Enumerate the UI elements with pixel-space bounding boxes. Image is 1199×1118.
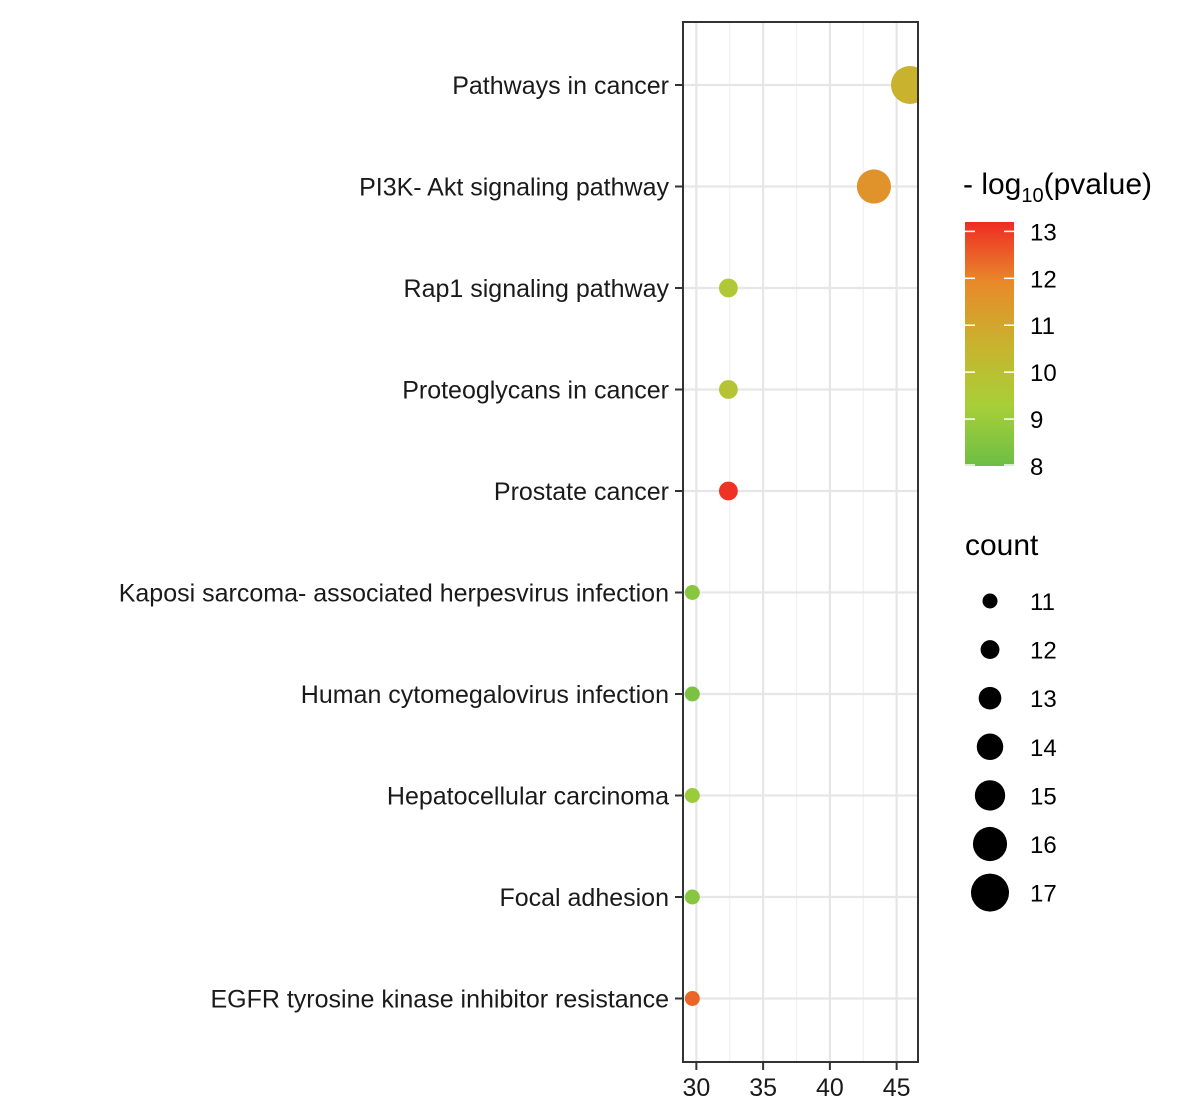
y-tick-label: Kaposi sarcoma- associated herpesvirus i… [119,580,669,608]
y-tick-label: Rap1 signaling pathway [404,275,670,303]
size-legend-label: 12 [1030,638,1057,665]
color-legend-label: 8 [1030,454,1043,481]
size-legend-dot [980,640,1000,660]
size-legend-label: 13 [1030,686,1057,713]
data-point [684,788,700,803]
data-point [684,585,700,600]
size-legend-title: count [965,529,1039,562]
color-legend: - log10(pvalue) 8 9 10 11 12 13 [963,168,1152,481]
size-legend-label: 14 [1030,735,1057,762]
data-point [718,481,738,501]
y-tick-label: Hepatocellular carcinoma [387,783,669,811]
color-legend-label: 13 [1030,219,1057,246]
y-tick-label: PI3K- Akt signaling pathway [359,174,669,202]
size-legend-dot [974,780,1006,811]
x-tick-label: 45 [883,1074,911,1102]
data-point [684,686,700,702]
data-point [856,169,892,204]
size-legend-label: 17 [1030,881,1057,908]
size-legend: count 11 12 13 14 15 16 17 [965,529,1057,912]
data-point [890,66,918,104]
color-legend-label: 9 [1030,407,1043,434]
data-point [684,991,700,1006]
data-point [718,380,738,399]
y-tick-label: Focal adhesion [499,884,669,912]
color-legend-label: 12 [1030,266,1057,293]
size-legend-dot [982,593,998,609]
color-legend-label: 11 [1030,313,1055,340]
color-bar [965,222,1014,466]
y-tick-label: Proteoglycans in cancer [402,377,669,405]
size-legend-dot [978,686,1002,710]
x-axis: 30 35 40 45 [682,1062,911,1102]
x-tick-label: 30 [682,1074,710,1102]
size-legend-label: 11 [1030,589,1055,616]
y-tick-label: EGFR tyrosine kinase inhibitor resistanc… [210,986,669,1014]
color-legend-label: 10 [1030,360,1057,387]
x-tick-label: 35 [749,1074,777,1102]
data-points [684,66,918,1006]
y-axis: Pathways in cancer PI3K- Akt signaling pa… [119,72,683,1014]
size-legend-dot [972,826,1008,862]
y-tick-label: Prostate cancer [494,478,669,506]
color-legend-title: - log10(pvalue) [963,168,1152,207]
y-tick-label: Human cytomegalovirus infection [301,681,669,709]
data-point [684,889,700,905]
size-legend-label: 16 [1030,832,1057,859]
data-point [718,278,738,298]
y-tick-label: Pathways in cancer [452,72,669,100]
size-legend-dot [976,733,1004,761]
size-legend-label: 15 [1030,783,1057,810]
size-legend-dot [971,873,1009,912]
plot-panel-border [682,21,919,1063]
x-tick-label: 40 [816,1074,844,1102]
